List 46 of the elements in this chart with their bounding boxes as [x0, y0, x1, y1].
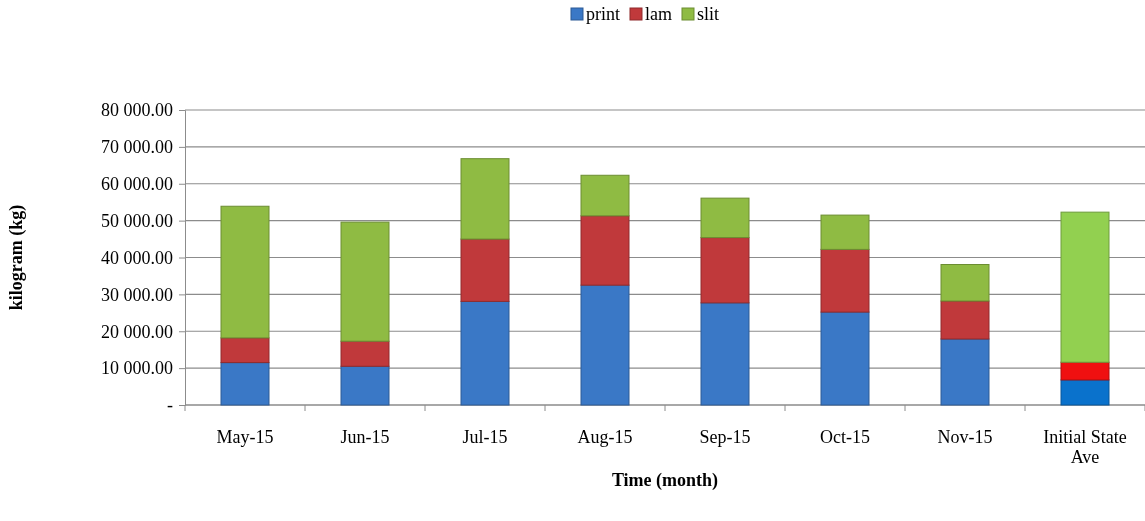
y-tick-label: 10 000.00: [101, 358, 173, 379]
bar: [580, 284, 630, 406]
bar: [940, 264, 990, 302]
x-axis-title: Time (month): [611, 470, 719, 491]
bar: [460, 238, 510, 302]
bar: [580, 215, 630, 286]
y-tick-label: 80 000.00: [101, 100, 173, 121]
y-tick-label: 50 000.00: [101, 210, 173, 231]
bar: [220, 337, 270, 364]
bar: [700, 197, 750, 239]
bar: [340, 365, 390, 406]
y-tick-label: 60 000.00: [101, 174, 173, 195]
bar: [580, 174, 630, 217]
bar: [1060, 379, 1110, 406]
legend-label: print: [585, 4, 620, 24]
bar: [460, 158, 510, 240]
legend-label: slit: [696, 4, 720, 24]
x-tick-label: Aug-15: [577, 427, 633, 447]
bar: [940, 300, 990, 340]
bar: [700, 237, 750, 304]
bar: [700, 302, 750, 406]
y-axis-title: kilogram (kg): [6, 204, 27, 311]
y-tick-label: -: [167, 395, 173, 416]
y-tick-label: 30 000.00: [101, 284, 173, 305]
bar: [220, 362, 270, 406]
x-tick-label: Nov-15: [937, 427, 993, 447]
bar: [820, 214, 870, 250]
bar: [340, 221, 390, 342]
x-tick-label: Sep-15: [699, 427, 751, 447]
y-tick-label: 70 000.00: [101, 137, 173, 158]
x-tick-label: Initial State Ave: [1043, 427, 1127, 467]
bar: [820, 248, 870, 313]
bar: [340, 340, 390, 367]
bar: [1060, 211, 1110, 363]
x-tick-label: May-15: [216, 427, 274, 447]
x-tick-label: Oct-15: [820, 427, 870, 447]
bar: [460, 300, 510, 406]
legend-label: lam: [644, 4, 672, 24]
x-tick-label: Jul-15: [462, 427, 508, 447]
bar: [220, 205, 270, 339]
x-tick-label: Jun-15: [340, 427, 390, 447]
y-tick-label: 20 000.00: [101, 321, 173, 342]
bar: [940, 338, 990, 406]
bar: [1060, 361, 1110, 381]
y-tick-label: 40 000.00: [101, 247, 173, 268]
bar: [820, 311, 870, 406]
